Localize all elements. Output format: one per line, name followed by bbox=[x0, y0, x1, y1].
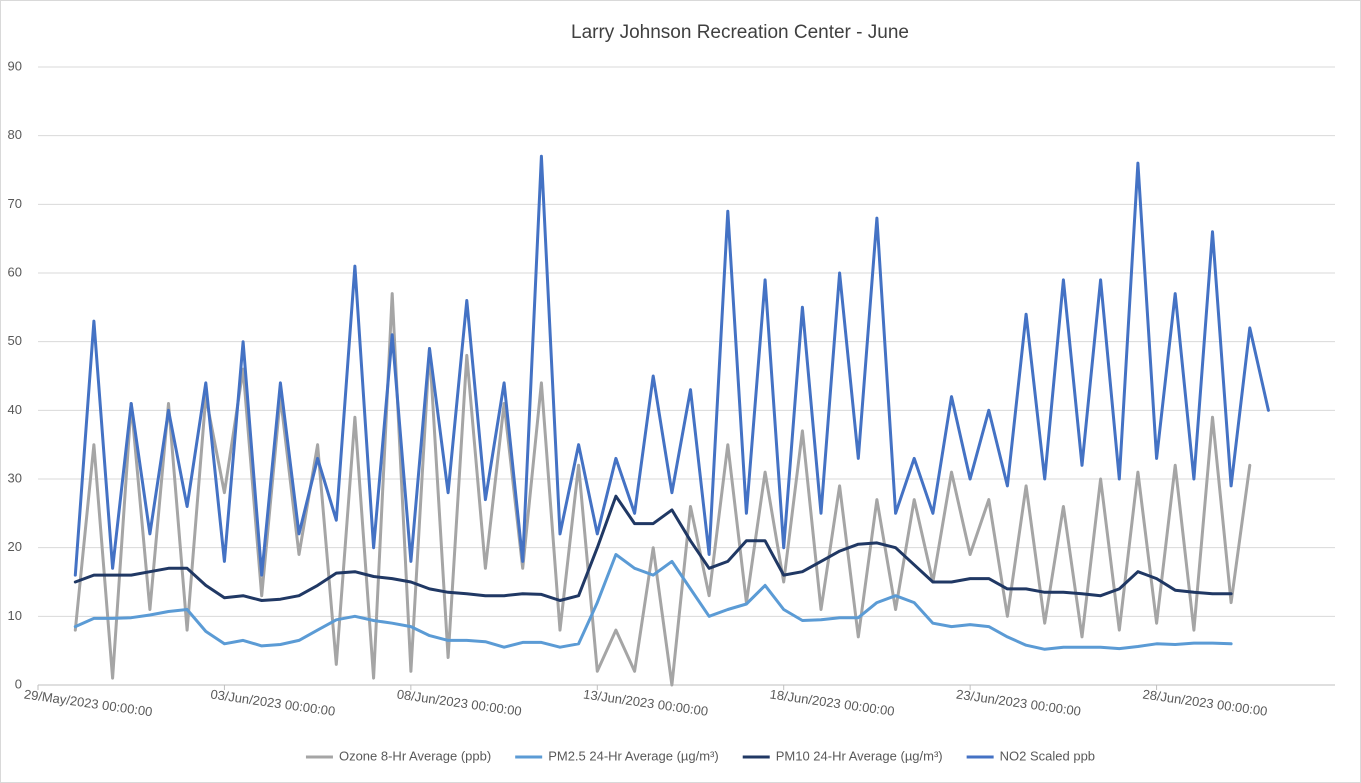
legend-label: Ozone 8-Hr Average (ppb) bbox=[339, 748, 491, 763]
y-tick-label: 50 bbox=[8, 333, 22, 348]
y-tick-label: 20 bbox=[8, 539, 22, 554]
series-line bbox=[73, 154, 1270, 577]
y-tick-label: 80 bbox=[8, 127, 22, 142]
series-line bbox=[73, 553, 1233, 651]
legend-label: PM2.5 24-Hr Average (µg/m³) bbox=[548, 748, 719, 763]
chart-title: Larry Johnson Recreation Center - June bbox=[571, 22, 909, 43]
series-line bbox=[73, 494, 1233, 602]
series-line bbox=[73, 292, 1252, 687]
legend-label: NO2 Scaled ppb bbox=[1000, 748, 1095, 763]
y-tick-label: 0 bbox=[15, 676, 22, 691]
legend: Ozone 8-Hr Average (ppb) PM2.5 24-Hr Aver… bbox=[305, 748, 1095, 763]
y-tick-label: 70 bbox=[8, 196, 22, 211]
y-tick-label: 10 bbox=[8, 608, 22, 623]
y-tick-label: 40 bbox=[8, 402, 22, 417]
y-tick-label: 60 bbox=[8, 264, 22, 279]
y-tick-label: 30 bbox=[8, 470, 22, 485]
y-tick-label: 90 bbox=[8, 58, 22, 73]
legend-label: PM10 24-Hr Average (µg/m³) bbox=[776, 748, 943, 763]
